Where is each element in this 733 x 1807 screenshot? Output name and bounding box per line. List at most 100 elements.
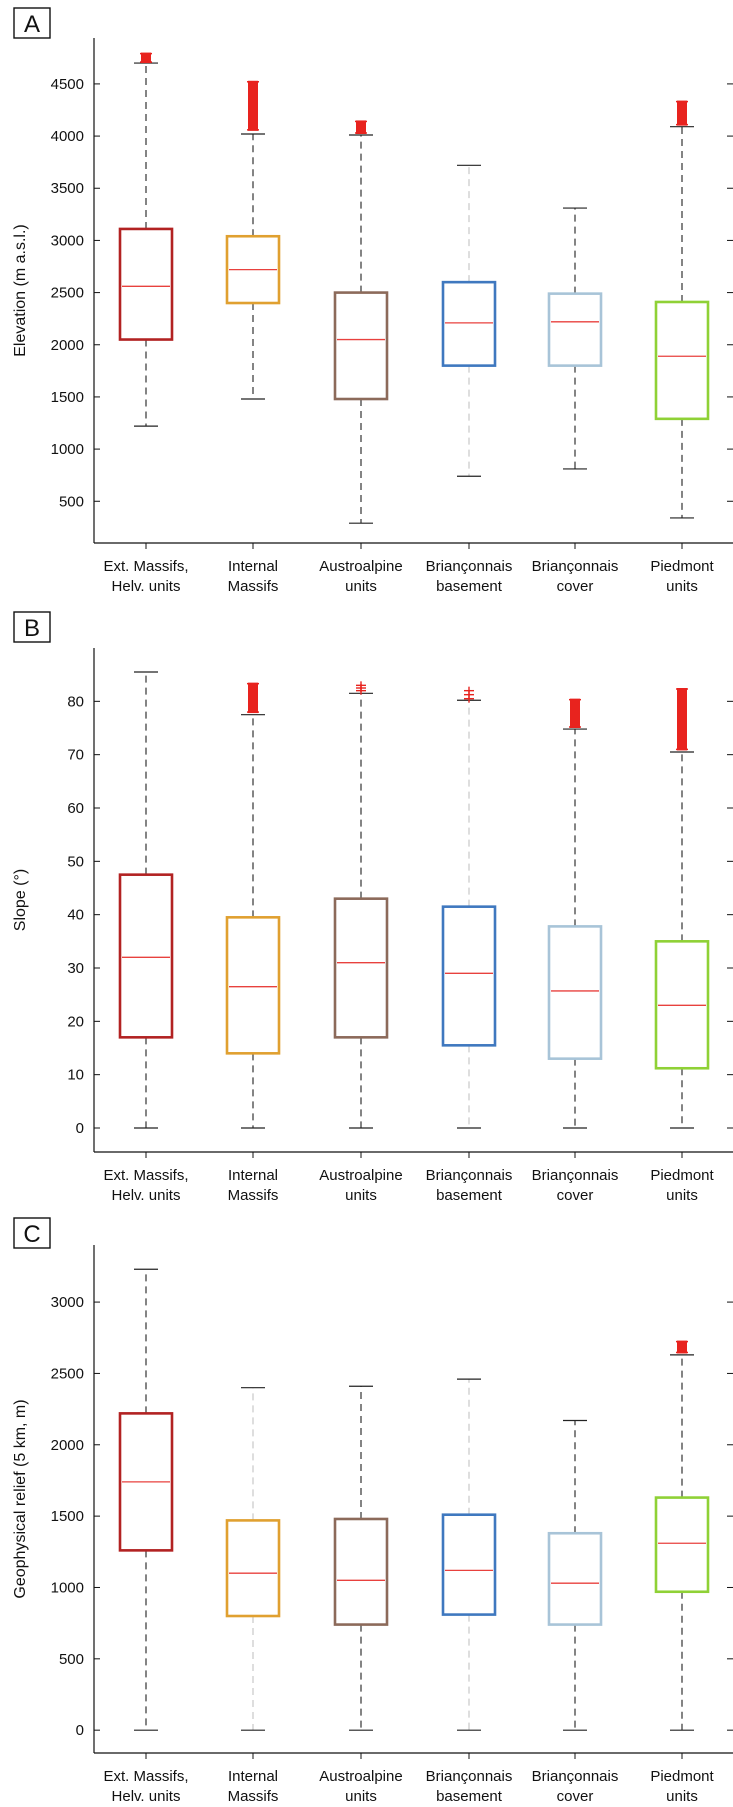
category-label: units (345, 1187, 377, 1204)
y-tick-label: 0 (76, 1722, 84, 1739)
iqr-box (441, 280, 497, 367)
box-ext-massifs-helv-units (118, 52, 174, 427)
box-brianconnais-cover (547, 1419, 603, 1731)
y-tick-label: 40 (67, 907, 84, 924)
box-brianconnais-basement (441, 686, 497, 1129)
category-label: Austroalpine (319, 1768, 402, 1785)
box-ext-massifs-helv-units (118, 671, 174, 1129)
category-label: Austroalpine (319, 1167, 402, 1184)
category-label: Helv. units (112, 1187, 181, 1204)
box-ext-massifs-helv-units (118, 1268, 174, 1731)
box-brianconnais-basement (441, 1378, 497, 1731)
iqr-box (118, 873, 174, 1039)
box-internal-massifs (225, 1387, 281, 1731)
outlier-cluster (248, 80, 258, 131)
outlier-cluster (677, 100, 687, 126)
category-label: Briançonnais (532, 558, 619, 575)
panel-letter: C (23, 1221, 40, 1248)
category-label: cover (557, 578, 594, 595)
y-tick-label: 2500 (51, 285, 84, 302)
y-tick-label: 4500 (51, 76, 84, 93)
category-label: Piedmont (650, 1768, 714, 1785)
category-label: Helv. units (112, 1788, 181, 1805)
panel-b: B 0 10 20 30 40 50 60 70 80 Slope (°) Ext. Massifs,… (12, 611, 733, 1204)
y-tick-label: 1500 (51, 1508, 84, 1525)
y-tick-label: 10 (67, 1067, 84, 1084)
iqr-box (333, 897, 389, 1039)
iqr-box (654, 300, 710, 421)
category-label: Piedmont (650, 1167, 714, 1184)
iqr-box (333, 291, 389, 401)
category-label: Internal (228, 1768, 278, 1785)
box-austroalpine-units (333, 1385, 389, 1731)
category-label: Ext. Massifs, (103, 1768, 188, 1785)
iqr-box (547, 925, 603, 1060)
y-tick-label: 0 (76, 1120, 84, 1137)
box-piedmont-units (654, 688, 710, 1129)
y-axis-title: Elevation (m a.s.l.) (12, 224, 29, 356)
box-piedmont-units (654, 100, 710, 519)
y-tick-label: 3500 (51, 180, 84, 197)
category-label: Massifs (228, 578, 279, 595)
y-tick-label: 20 (67, 1013, 84, 1030)
y-tick-label: 3000 (51, 232, 84, 249)
box-brianconnais-cover (547, 698, 603, 1129)
category-label: units (666, 578, 698, 595)
y-tick-label: 80 (67, 693, 84, 710)
category-label: Massifs (228, 1788, 279, 1805)
iqr-box (333, 1517, 389, 1626)
outlier-cluster (570, 698, 580, 728)
category-label: Briançonnais (532, 1167, 619, 1184)
y-tick-label: 3000 (51, 1294, 84, 1311)
y-tick-label: 1000 (51, 441, 84, 458)
category-label: units (666, 1788, 698, 1805)
panel-letter-box (13, 1217, 51, 1249)
box-internal-massifs (225, 682, 281, 1129)
category-label: Briançonnais (426, 1167, 513, 1184)
panel-letter: A (24, 11, 40, 38)
panel-letter-box (13, 7, 51, 39)
panel-letter-box (13, 611, 51, 643)
category-label: cover (557, 1187, 594, 1204)
y-tick-label: 30 (67, 960, 84, 977)
iqr-box (441, 1513, 497, 1616)
category-label: Briançonnais (426, 1768, 513, 1785)
outlier-cluster (356, 120, 366, 134)
iqr-box (441, 905, 497, 1047)
box-brianconnais-cover (547, 207, 603, 470)
category-label: basement (436, 1187, 503, 1204)
y-tick-label: 2000 (51, 337, 84, 354)
category-label: Piedmont (650, 558, 714, 575)
box-piedmont-units (654, 1340, 710, 1731)
box-austroalpine-units (333, 120, 389, 524)
box-austroalpine-units (333, 681, 389, 1129)
category-label: Briançonnais (532, 1768, 619, 1785)
iqr-box (225, 916, 281, 1055)
y-tick-label: 70 (67, 747, 84, 764)
y-tick-label: 2000 (51, 1437, 84, 1454)
y-tick-label: 1000 (51, 1579, 84, 1596)
box-brianconnais-basement (441, 164, 497, 477)
category-label: Internal (228, 1167, 278, 1184)
category-label: cover (557, 1788, 594, 1805)
outlier-cluster (141, 52, 151, 64)
y-tick-label: 500 (59, 1651, 84, 1668)
y-tick-label: 4000 (51, 128, 84, 145)
category-label: basement (436, 578, 503, 595)
iqr-box (547, 292, 603, 367)
outlier-cluster (677, 688, 687, 751)
y-tick-label: 60 (67, 800, 84, 817)
iqr-box (225, 1519, 281, 1618)
y-axis-title: Slope (°) (12, 869, 29, 931)
category-label: Ext. Massifs, (103, 558, 188, 575)
y-tick-label: 2500 (51, 1365, 84, 1382)
y-tick-label: 500 (59, 493, 84, 510)
outlier-cluster (677, 1340, 687, 1354)
outlier-cluster (248, 682, 258, 714)
category-label: Internal (228, 558, 278, 575)
y-tick-label: 1500 (51, 389, 84, 406)
category-label: Ext. Massifs, (103, 1167, 188, 1184)
category-label: basement (436, 1788, 503, 1805)
category-label: units (666, 1187, 698, 1204)
y-axis-title: Geophysical relief (5 km, m) (12, 1399, 29, 1598)
